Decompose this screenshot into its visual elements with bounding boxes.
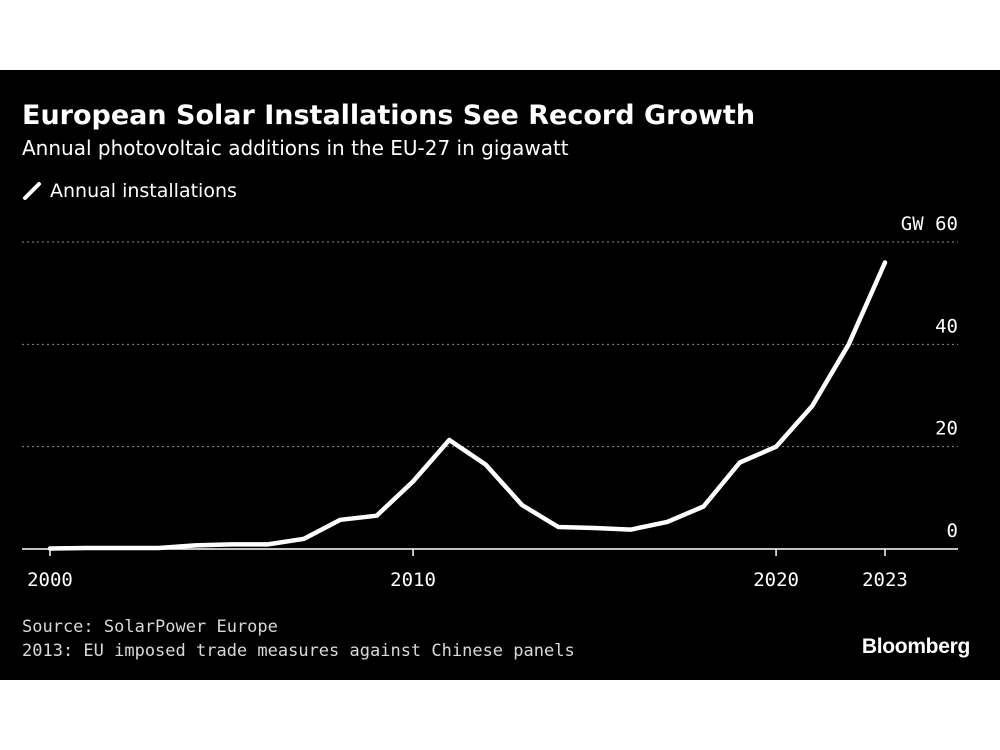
line-chart: GW 60 40 20 0 2000 2010 2020 2023 [22, 213, 958, 591]
chart-subtitle: Annual photovoltaic additions in the EU-… [22, 136, 569, 160]
chart-title: European Solar Installations See Record … [22, 100, 756, 131]
legend-line-icon [23, 182, 41, 200]
y-tick-label: 40 [935, 315, 958, 337]
source-note: Source: SolarPower Europe [22, 617, 278, 637]
y-tick-label: 20 [935, 418, 958, 440]
legend-label: Annual installations [50, 180, 237, 202]
x-tick-label: 2000 [27, 569, 73, 591]
series-line-annual-installations [47, 260, 888, 551]
trade-note: 2013: EU imposed trade measures against … [22, 641, 575, 661]
legend: Annual installations [22, 180, 237, 202]
chart-card: European Solar Installations See Record … [0, 70, 1000, 680]
x-tick-label: 2020 [753, 569, 799, 591]
bloomberg-logo: Bloomberg [861, 635, 970, 658]
x-tick-label: 2023 [862, 569, 908, 591]
y-tick-label: GW 60 [901, 213, 958, 235]
y-tick-label: 0 [947, 520, 958, 542]
x-tick-label: 2010 [390, 569, 436, 591]
